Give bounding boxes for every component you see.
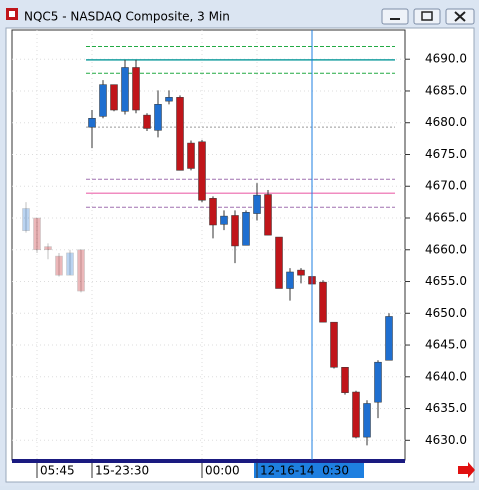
candle-body bbox=[253, 194, 261, 214]
y-tick-label: 4655.0 bbox=[425, 274, 467, 288]
candle-body bbox=[110, 84, 118, 111]
candle-body bbox=[22, 208, 30, 231]
y-tick-label: 4660.0 bbox=[425, 242, 467, 256]
candle-body bbox=[55, 255, 63, 276]
candle-body bbox=[209, 198, 217, 226]
minimize-button[interactable] bbox=[381, 8, 409, 25]
y-tick-label: 4685.0 bbox=[425, 83, 467, 97]
candle-body bbox=[231, 215, 239, 247]
candle-body bbox=[66, 252, 74, 276]
y-tick-label: 4690.0 bbox=[425, 52, 467, 66]
candle-body bbox=[286, 271, 294, 289]
candle-body bbox=[341, 367, 349, 393]
candle-body bbox=[154, 104, 162, 131]
y-tick-label: 4665.0 bbox=[425, 211, 467, 225]
candle-body bbox=[374, 361, 382, 403]
scroll-right-arrow[interactable] bbox=[458, 462, 475, 478]
y-tick-label: 4680.0 bbox=[425, 115, 467, 129]
chart-layer: 4630.0 4635.0 4640.0 4645.0 4650.0 4655.0 4660… bbox=[12, 30, 467, 478]
plot-area bbox=[11, 29, 406, 461]
candle-body bbox=[363, 403, 371, 438]
candle-body bbox=[132, 67, 140, 111]
candle-body bbox=[187, 142, 195, 169]
y-tick-label: 4650.0 bbox=[425, 306, 467, 320]
restore-button[interactable] bbox=[413, 8, 441, 25]
close-icon bbox=[454, 11, 466, 22]
x-tick-label: 15-23:30 bbox=[95, 464, 149, 478]
time-highlight bbox=[254, 463, 364, 478]
candle-body bbox=[33, 217, 41, 251]
y-tick-label: 4635.0 bbox=[425, 401, 467, 415]
y-tick-label: 4675.0 bbox=[425, 147, 467, 161]
y-tick-label: 4640.0 bbox=[425, 369, 467, 383]
candle-body bbox=[121, 67, 129, 112]
x-tick-label: 00:00 bbox=[205, 464, 240, 478]
candle-body bbox=[352, 391, 360, 438]
y-tick-label: 4630.0 bbox=[425, 433, 467, 447]
candle-body bbox=[176, 97, 184, 171]
y-tick-label: 4645.0 bbox=[425, 338, 467, 352]
window-title: NQC5 - NASDAQ Composite, 3 Min bbox=[24, 10, 230, 24]
candle-body bbox=[275, 236, 283, 289]
candle-body bbox=[99, 84, 107, 117]
candle-body bbox=[198, 141, 206, 201]
candle-body bbox=[44, 246, 52, 251]
candle-body bbox=[330, 321, 338, 368]
candle-body bbox=[264, 194, 272, 236]
restore-icon bbox=[421, 11, 433, 21]
candle-body bbox=[385, 316, 393, 361]
x-tick-label: 12-16-14 0:30 bbox=[260, 464, 349, 478]
candle-body bbox=[88, 118, 96, 128]
candle-body bbox=[165, 97, 173, 102]
candle-body bbox=[242, 212, 250, 246]
candle-body bbox=[77, 249, 85, 292]
x-tick-label: 05:45 bbox=[40, 464, 75, 478]
scroll-bar[interactable] bbox=[12, 459, 405, 463]
candle-body bbox=[319, 281, 327, 323]
app-icon-inner bbox=[9, 11, 15, 17]
candle-body bbox=[220, 215, 228, 225]
candle-body bbox=[297, 269, 305, 276]
candle-body bbox=[143, 114, 151, 129]
y-tick-label: 4670.0 bbox=[425, 179, 467, 193]
